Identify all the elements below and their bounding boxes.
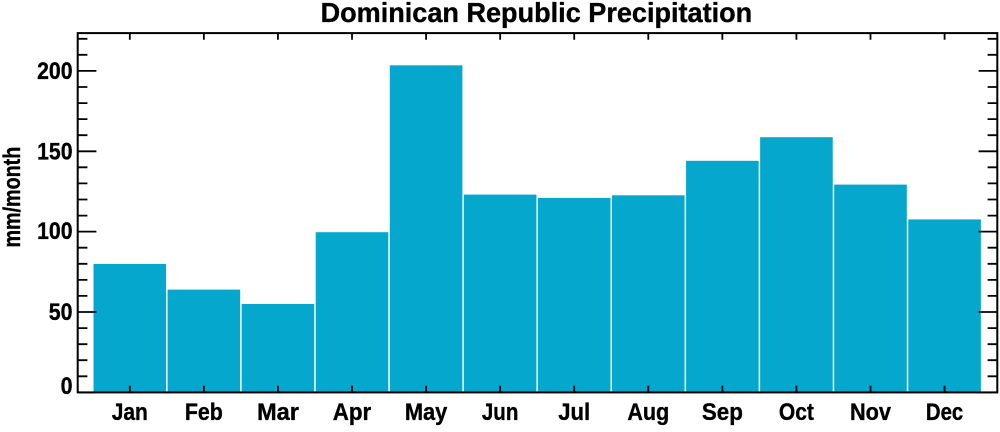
svg-text:Feb: Feb (185, 399, 223, 426)
svg-text:0: 0 (61, 373, 73, 400)
svg-text:Jan: Jan (112, 399, 148, 426)
svg-text:Jun: Jun (482, 399, 519, 426)
svg-text:50: 50 (49, 299, 73, 326)
svg-text:Oct: Oct (779, 399, 814, 426)
svg-text:Dominican Republic Precipitati: Dominican Republic Precipitation (321, 0, 753, 28)
svg-text:Apr: Apr (333, 399, 372, 426)
svg-text:200: 200 (37, 58, 72, 85)
svg-text:Mar: Mar (257, 399, 299, 426)
svg-text:150: 150 (37, 138, 72, 165)
svg-text:May: May (405, 399, 448, 426)
svg-text:Jul: Jul (558, 399, 590, 426)
svg-text:Dec: Dec (926, 399, 963, 426)
svg-text:Sep: Sep (702, 399, 743, 426)
svg-text:Nov: Nov (850, 399, 892, 426)
svg-text:100: 100 (37, 218, 72, 245)
svg-text:mm/month: mm/month (0, 147, 26, 248)
svg-text:Aug: Aug (627, 399, 669, 426)
